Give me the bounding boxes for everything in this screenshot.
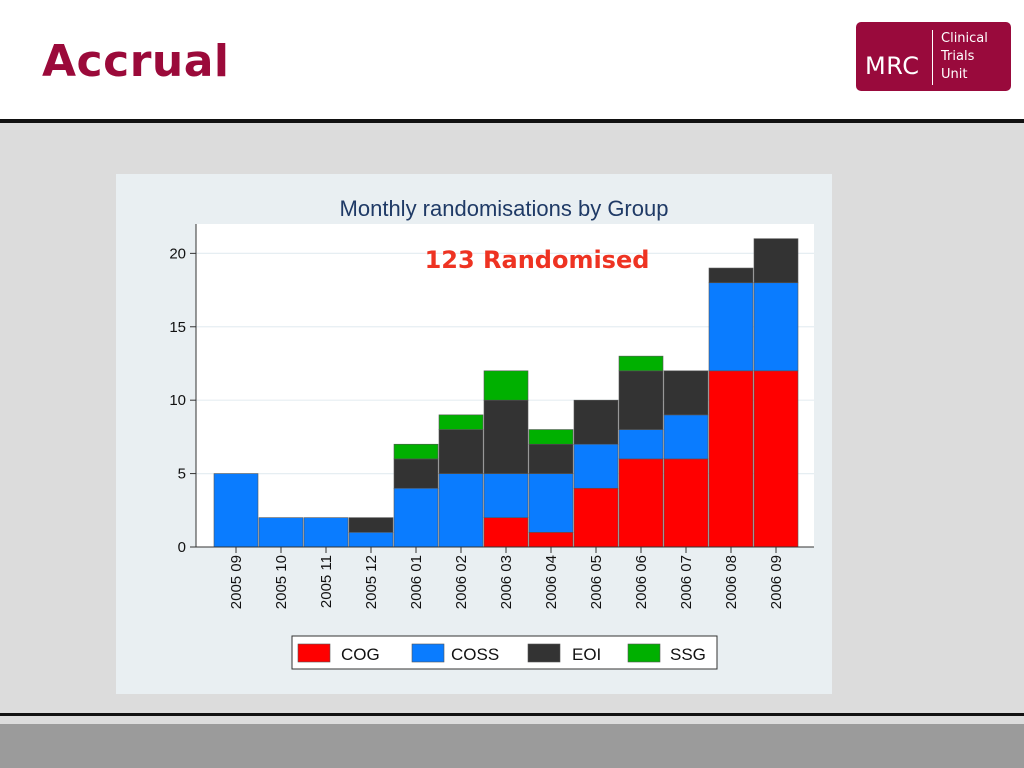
bar-eoi-2005-12 — [348, 517, 394, 533]
bar-cog-2006-06 — [618, 458, 664, 548]
bar-coss-2006-07 — [663, 414, 709, 460]
bar-eoi-2006-04 — [528, 443, 574, 474]
bar-eoi-2006-08 — [708, 267, 754, 284]
x-tick-label: 2006 02 — [453, 555, 470, 609]
logo-divider — [932, 30, 933, 85]
bar-cog-2006-07 — [663, 458, 709, 548]
bar-ssg-2006-02 — [438, 414, 484, 430]
bar-coss-2005-09 — [213, 473, 259, 548]
bar-ssg-2006-03 — [483, 370, 529, 401]
bar-coss-2005-12 — [348, 532, 394, 548]
bar-coss-2006-05 — [573, 443, 619, 489]
legend-swatch-eoi — [527, 643, 561, 663]
legend-label-eoi: EOI — [572, 645, 601, 664]
x-tick-label: 2005 09 — [228, 555, 245, 609]
logo-line-trials: Trials — [941, 49, 975, 64]
y-tick-label: 10 — [169, 392, 186, 409]
y-tick-label: 5 — [178, 466, 186, 483]
legend-label-ssg: SSG — [670, 645, 706, 664]
bar-eoi-2006-09 — [753, 238, 799, 284]
x-tick-label: 2005 11 — [318, 555, 335, 608]
footer-divider — [0, 713, 1024, 716]
bar-coss-2006-08 — [708, 282, 754, 372]
bar-eoi-2006-03 — [483, 399, 529, 474]
bar-eoi-2006-07 — [663, 370, 709, 416]
bar-eoi-2006-06 — [618, 370, 664, 430]
bar-coss-2005-11 — [303, 517, 349, 548]
x-tick-label: 2006 06 — [633, 555, 650, 609]
slide-header: Accrual MRC Clinical Trials Unit — [0, 0, 1024, 120]
bar-ssg-2006-04 — [528, 429, 574, 445]
logo-brand: MRC — [865, 52, 920, 80]
legend-label-coss: COSS — [451, 645, 499, 664]
x-tick-label: 2006 08 — [723, 555, 740, 609]
bar-eoi-2006-05 — [573, 399, 619, 445]
bar-cog-2006-08 — [708, 370, 754, 548]
x-tick-label: 2006 01 — [408, 555, 425, 609]
bar-cog-2006-04 — [528, 532, 574, 548]
x-tick-label: 2005 12 — [363, 555, 380, 609]
bar-eoi-2006-02 — [438, 429, 484, 474]
x-tick-label: 2006 09 — [768, 555, 785, 609]
bar-cog-2006-03 — [483, 517, 529, 548]
x-tick-label: 2005 10 — [273, 555, 290, 609]
bar-coss-2006-03 — [483, 473, 529, 518]
x-tick-label: 2006 04 — [543, 555, 560, 609]
legend-swatch-cog — [297, 643, 331, 663]
y-tick-label: 0 — [178, 539, 186, 556]
mrc-logo: MRC Clinical Trials Unit — [856, 22, 1011, 91]
x-tick-label: 2006 03 — [498, 555, 515, 609]
x-tick-label: 2006 05 — [588, 555, 605, 609]
y-tick-label: 20 — [169, 245, 186, 262]
header-divider — [0, 119, 1024, 123]
footer-band — [0, 724, 1024, 768]
bar-coss-2006-04 — [528, 473, 574, 533]
bar-coss-2006-01 — [393, 487, 439, 548]
bar-cog-2006-09 — [753, 370, 799, 548]
logo-line-unit: Unit — [941, 67, 968, 82]
x-tick-label: 2006 07 — [678, 555, 695, 609]
bar-eoi-2006-01 — [393, 458, 439, 489]
randomised-total-annotation: 123 Randomised — [425, 246, 650, 274]
bar-cog-2006-05 — [573, 487, 619, 548]
logo-line-clinical: Clinical — [941, 31, 988, 46]
stacked-bar-chart: Monthly randomisations by Group 0 5 10 15 20… — [169, 196, 814, 670]
y-tick-label: 15 — [169, 319, 186, 336]
bar-ssg-2006-01 — [393, 443, 439, 460]
slide-title: Accrual — [42, 36, 230, 87]
bar-coss-2006-02 — [438, 473, 484, 548]
chart-title: Monthly randomisations by Group — [340, 196, 669, 221]
bar-coss-2006-09 — [753, 282, 799, 372]
legend-swatch-ssg — [627, 643, 661, 663]
bar-ssg-2006-06 — [618, 355, 664, 372]
bar-coss-2006-06 — [618, 429, 664, 460]
bar-coss-2005-10 — [258, 517, 304, 548]
chart-panel: Monthly randomisations by Group 0 5 10 15 20… — [116, 174, 832, 694]
legend-label-cog: COG — [341, 645, 380, 664]
legend-swatch-coss — [411, 643, 445, 663]
